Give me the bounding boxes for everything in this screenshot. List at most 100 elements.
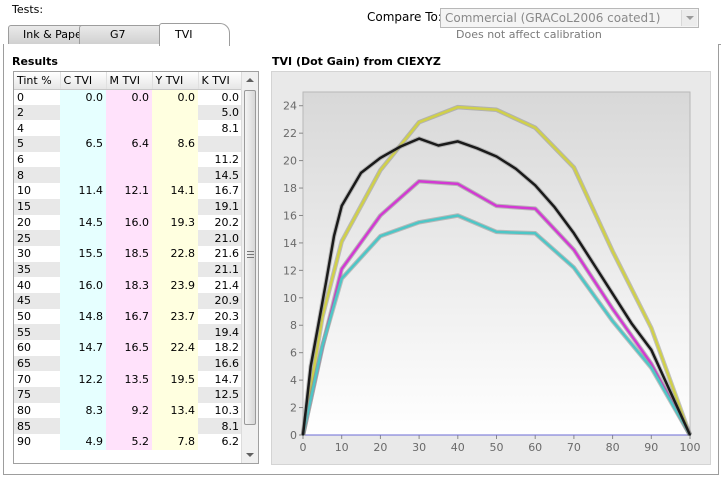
data-point-black	[399, 146, 401, 148]
data-point-yellow	[611, 250, 614, 252]
cell-k-tvi: 21.1	[198, 261, 242, 278]
cell-tint: 6	[17, 153, 24, 167]
scroll-thumb[interactable]	[244, 90, 256, 425]
compare-note: Does not affect calibration	[456, 28, 602, 41]
cell-m-tvi: 6.4	[106, 136, 152, 152]
x-tick-label: 10	[335, 441, 349, 454]
cell-c-tvi: 11.4	[60, 183, 106, 199]
cell-k-tvi: 18.2	[198, 340, 242, 356]
data-point-cyan	[340, 277, 343, 280]
cell-tint: 30	[17, 247, 31, 261]
results-body: 0 0.0 0.0 0.0 0.0 2 5.0 4 8.1 5 6.5 6.4 8.6 6 11.2 8 14.…	[14, 89, 242, 450]
cell-k-tvi: 21.6	[198, 245, 242, 262]
cell-y-tvi	[152, 292, 198, 309]
cell-y-tvi	[152, 324, 198, 340]
tab-ink-paper[interactable]: Ink & Paper	[8, 25, 101, 45]
scroll-up-icon[interactable]	[242, 72, 258, 88]
cell-y-tvi	[152, 104, 198, 121]
cell-k-tvi: 10.3	[198, 402, 242, 419]
data-point-magenta	[573, 249, 575, 251]
table-row: 90 4.9 5.2 7.8 6.2	[14, 434, 242, 450]
cell-c-tvi: 4.9	[60, 434, 106, 450]
cell-y-tvi	[152, 261, 198, 278]
scroll-down-icon[interactable]	[242, 447, 258, 463]
cell-c-tvi	[60, 167, 106, 184]
compare-to-dropdown[interactable]: Commercial (GRACoL2006 coated1)	[440, 8, 699, 28]
cell-y-tvi: 22.8	[152, 245, 198, 262]
data-point-black	[515, 168, 517, 170]
cell-k-tvi: 0.0	[198, 89, 242, 105]
column-header-m-tvi[interactable]: M TVI	[106, 72, 153, 90]
tab-g7[interactable]: G7	[79, 25, 171, 45]
cell-c-tvi	[60, 292, 106, 309]
data-point-cyan	[418, 221, 420, 224]
cell-tint: 60	[17, 341, 31, 355]
cell-y-tvi: 0.0	[152, 89, 198, 105]
cell-tint: 20	[17, 215, 31, 229]
cell-tint: 85	[14, 418, 60, 435]
cell-c-tvi	[60, 198, 106, 215]
data-point-magenta	[534, 207, 536, 210]
data-point-black	[457, 140, 459, 143]
data-point-magenta	[495, 205, 498, 207]
x-tick-label: 20	[373, 441, 387, 454]
cell-y-tvi: 7.8	[152, 434, 198, 450]
table-row: 20 14.5 16.0 19.3 20.2	[14, 214, 242, 231]
data-point-yellow	[418, 121, 420, 123]
table-row: 10 11.4 12.1 14.1 16.7	[14, 183, 242, 199]
data-point-black	[573, 232, 575, 235]
cell-k-tvi: 19.4	[198, 324, 242, 340]
cell-m-tvi	[106, 324, 152, 340]
cell-tint: 2	[14, 104, 60, 121]
cell-k-tvi: 8.1	[198, 418, 242, 435]
cell-c-tvi	[60, 355, 106, 372]
cell-y-tvi	[152, 418, 198, 435]
chevron-down-icon[interactable]	[681, 10, 697, 26]
cell-y-tvi: 22.4	[152, 340, 198, 356]
cell-c-tvi	[60, 151, 106, 168]
cell-c-tvi: 12.2	[60, 371, 106, 388]
y-tick-label: 10	[283, 292, 297, 305]
results-title: Results	[12, 55, 58, 68]
column-header-tint[interactable]: Tint %	[14, 72, 61, 90]
column-header-y-tvi[interactable]: Y TVI	[152, 72, 199, 90]
cell-c-tvi	[60, 387, 106, 403]
data-point-black	[611, 292, 614, 295]
cell-tint: 10	[17, 184, 31, 198]
table-row: 65 16.6	[14, 355, 242, 372]
results-scrollbar[interactable]	[241, 72, 258, 463]
table-row: 30 15.5 18.5 22.8 21.6	[14, 245, 242, 262]
cell-k-tvi: 8.1	[198, 120, 242, 137]
data-point-black	[418, 137, 420, 140]
tab-tvi[interactable]: TVI	[159, 23, 230, 46]
column-header-k-tvi[interactable]: K TVI	[198, 72, 243, 90]
cell-c-tvi	[60, 104, 106, 121]
cell-m-tvi: 16.5	[106, 340, 152, 356]
table-row: 4 8.1	[14, 120, 242, 137]
table-row: 8 14.5	[14, 167, 242, 184]
cell-c-tvi: 14.5	[60, 214, 106, 231]
data-point-yellow	[573, 166, 575, 169]
table-row: 6 11.2	[14, 151, 242, 168]
data-point-black	[340, 205, 343, 207]
cell-c-tvi	[60, 418, 106, 435]
series-line-yellow	[301, 105, 692, 436]
y-tick-label: 6	[290, 347, 297, 360]
cell-m-tvi	[106, 387, 152, 403]
column-header-c-tvi[interactable]: C TVI	[60, 72, 107, 90]
cell-tint: 80	[17, 404, 31, 418]
data-point-magenta	[457, 183, 459, 185]
table-row: 25 21.0	[14, 230, 242, 246]
cell-m-tvi: 16.7	[106, 308, 152, 325]
cell-m-tvi: 0.0	[106, 89, 152, 105]
x-tick-label: 0	[300, 441, 307, 454]
cell-y-tvi	[152, 120, 198, 137]
x-tick-label: 50	[490, 441, 504, 454]
data-point-cyan	[495, 231, 498, 233]
cell-tint: 45	[14, 292, 60, 309]
x-tick-label: 60	[528, 441, 542, 454]
y-tick-label: 18	[283, 182, 297, 195]
table-row: 5 6.5 6.4 8.6	[14, 136, 242, 152]
cell-y-tvi	[152, 151, 198, 168]
cell-k-tvi: 6.2	[198, 434, 242, 450]
